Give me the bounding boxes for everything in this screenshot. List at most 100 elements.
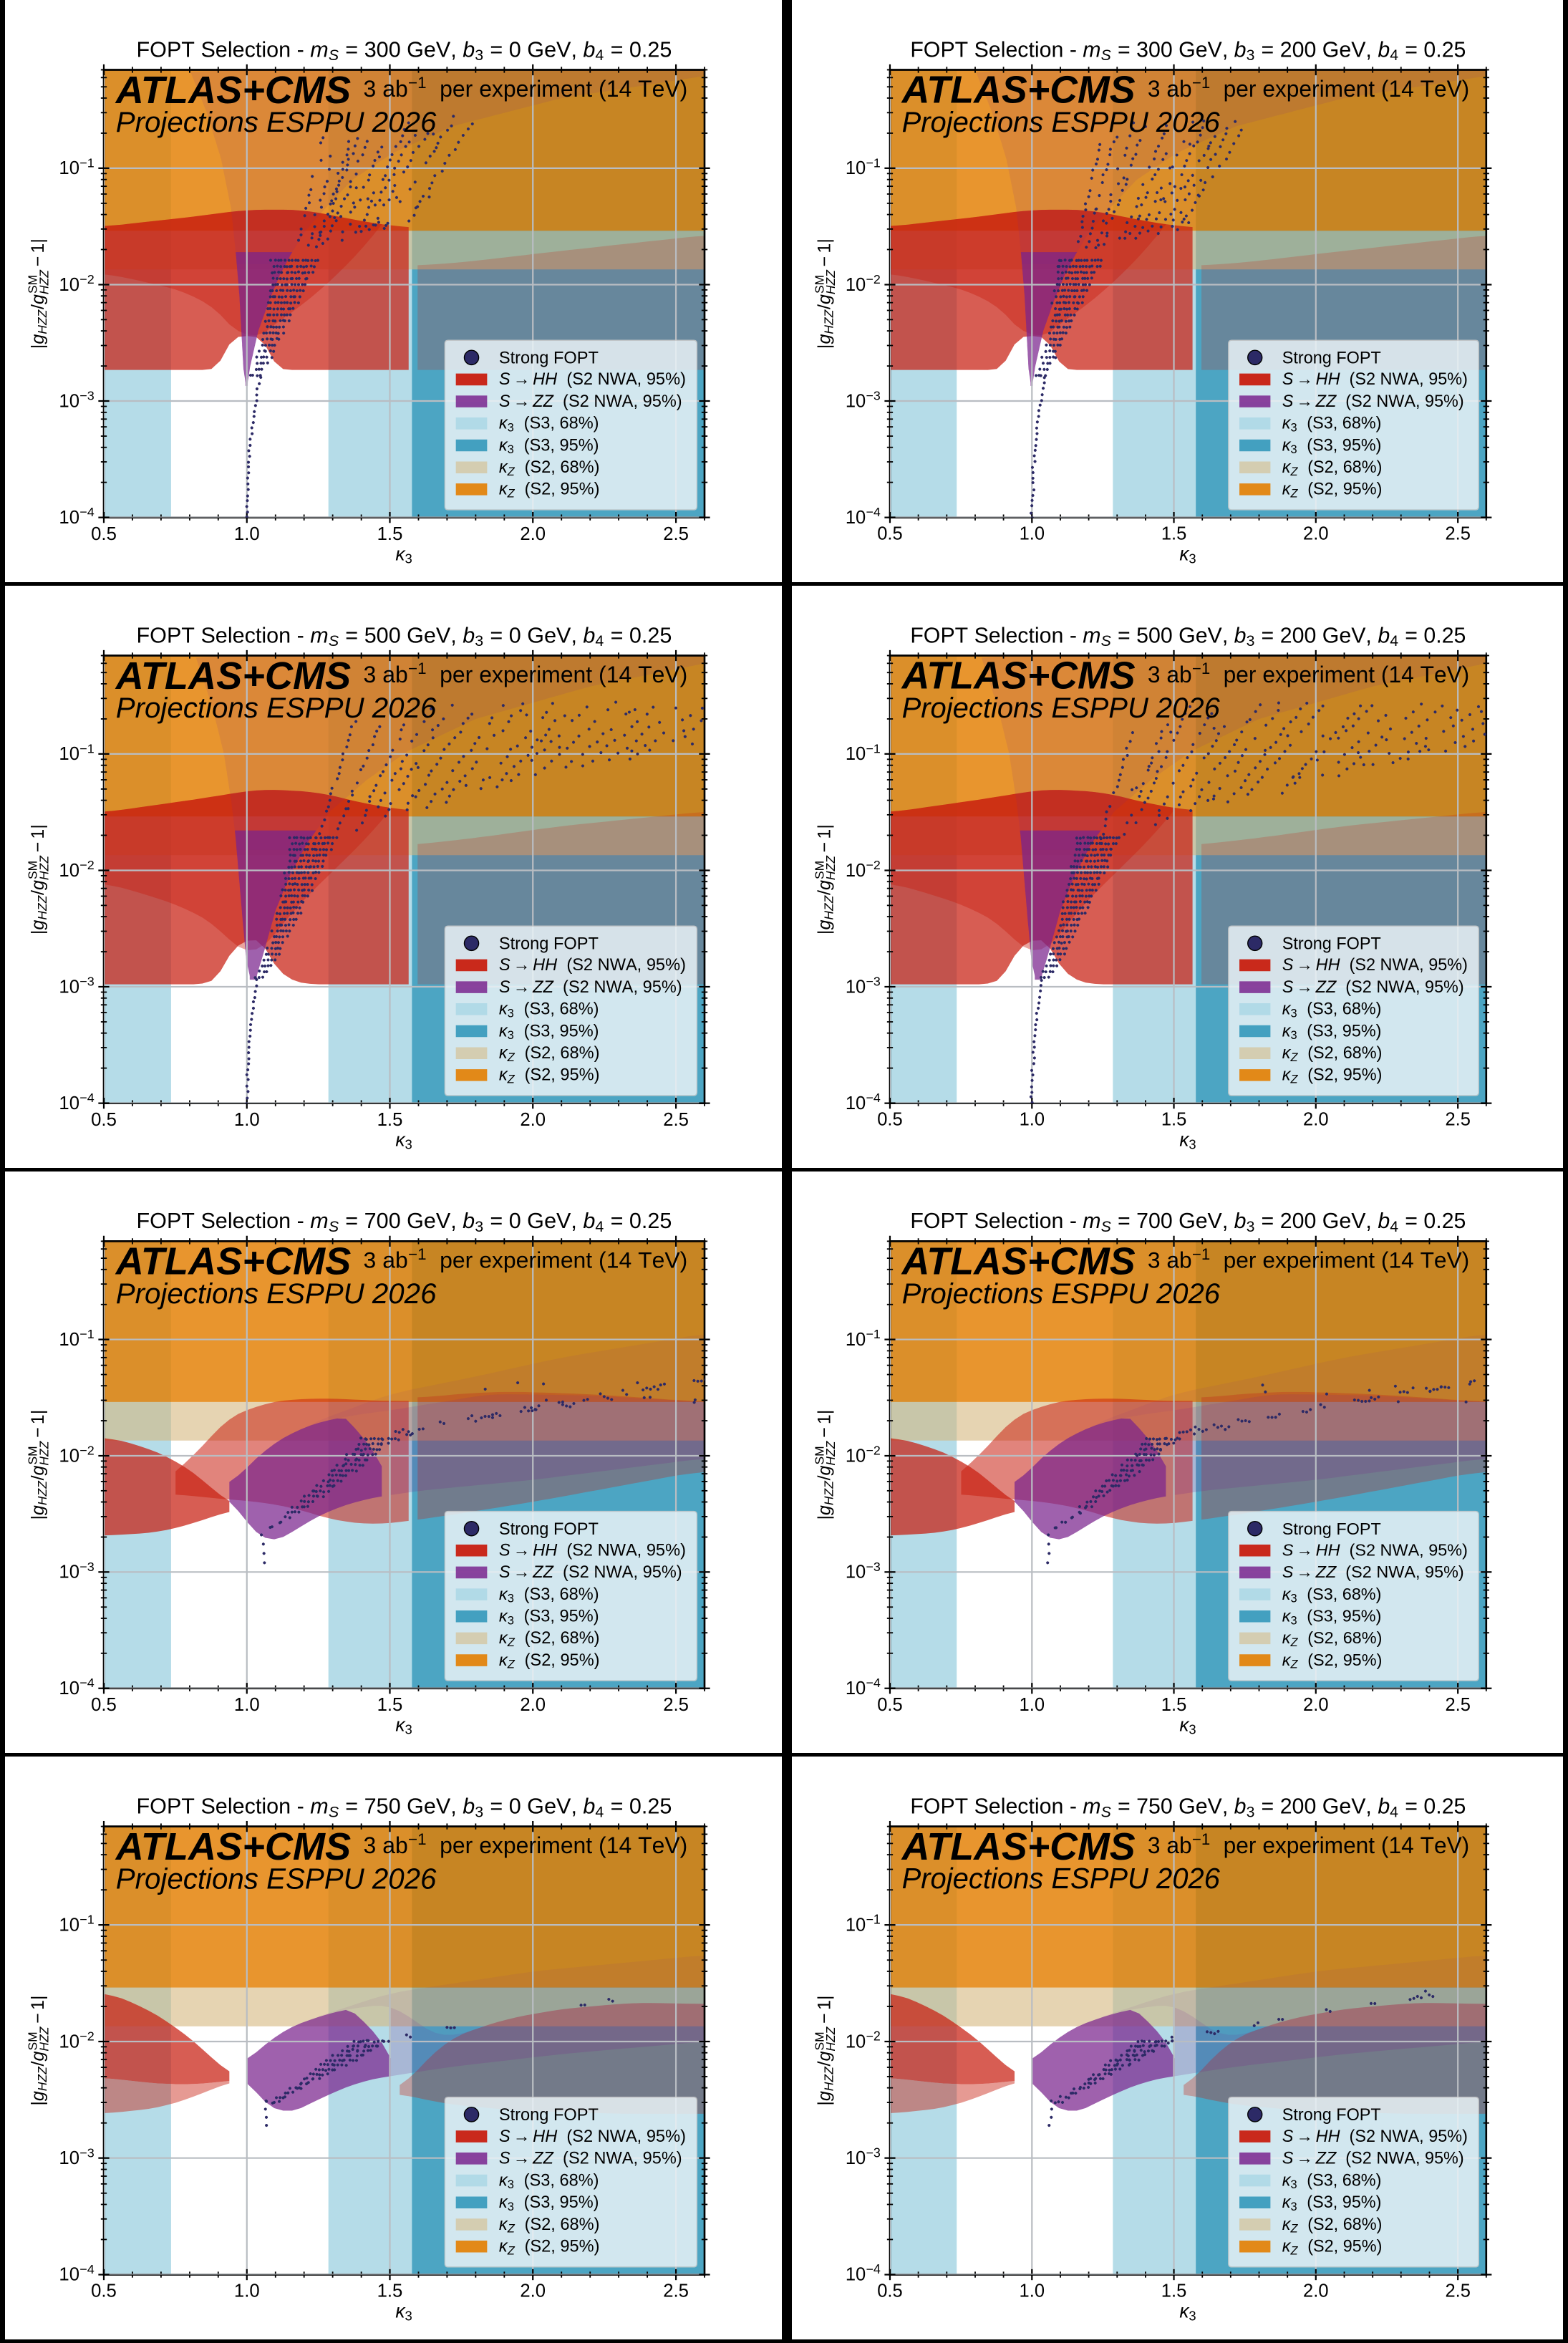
svg-text:10−1: 10−1	[59, 155, 94, 178]
svg-text:κ3(S3,95%): κ3 (S3, 95%)	[1282, 1021, 1382, 1042]
svg-text:0.5: 0.5	[877, 1695, 902, 1715]
svg-text:0.5: 0.5	[877, 1110, 902, 1130]
svg-text:κ3(S3,95%): κ3 (S3, 95%)	[499, 2193, 599, 2213]
svg-text:2.5: 2.5	[1445, 1695, 1470, 1715]
svg-text:κZ(S2,95%): κZ (S2, 95%)	[1282, 480, 1383, 501]
svg-text:|/−1|ggHZZHZZSM: |/−1|ggHZZHZZSM	[812, 1410, 838, 1520]
svg-text:2.0: 2.0	[1303, 1695, 1328, 1715]
svg-text:0.5: 0.5	[91, 524, 117, 544]
svg-text:10−1: 10−1	[846, 741, 881, 764]
svg-text:10−1: 10−1	[846, 1327, 881, 1350]
svg-text:2.5: 2.5	[1445, 524, 1470, 544]
svg-text:10−2: 10−2	[59, 272, 94, 295]
svg-text:κZ(S2,95%): κZ (S2, 95%)	[499, 480, 600, 501]
svg-text:Strong FOPT: Strong FOPT	[499, 935, 599, 954]
svg-text:10−3: 10−3	[59, 2145, 94, 2168]
svg-text:κ3: κ3	[395, 543, 412, 566]
svg-text:κZ(S2,95%): κZ (S2, 95%)	[1282, 2236, 1383, 2257]
svg-text:10−3: 10−3	[59, 389, 94, 412]
svg-text:|/−1|ggHZZHZZSM: |/−1|ggHZZHZZSM	[26, 1410, 52, 1520]
svg-text:1.0: 1.0	[234, 1695, 260, 1715]
svg-text:Strong FOPT: Strong FOPT	[1282, 348, 1381, 367]
svg-text:1.0: 1.0	[234, 2281, 260, 2301]
svg-text:κ3(S3,68%): κ3 (S3, 68%)	[1282, 1585, 1382, 1605]
svg-text:ATLAS+CMS: ATLAS+CMS	[115, 654, 351, 697]
svg-text:2.5: 2.5	[663, 1695, 689, 1715]
svg-text:|/−1|ggHZZHZZSM: |/−1|ggHZZHZZSM	[812, 824, 838, 934]
svg-text:2.5: 2.5	[663, 1110, 689, 1130]
svg-text:κ3(S3,68%): κ3 (S3, 68%)	[1282, 2170, 1382, 2191]
svg-text:κZ(S2,68%): κZ (S2, 68%)	[499, 1628, 600, 1649]
svg-text:κZ(S2,68%): κZ (S2, 68%)	[1282, 458, 1383, 478]
svg-text:2.0: 2.0	[520, 1110, 546, 1130]
svg-text:0.5: 0.5	[91, 1110, 117, 1130]
svg-text:10−2: 10−2	[846, 1444, 881, 1467]
svg-text:κZ(S2,95%): κZ (S2, 95%)	[1282, 1651, 1383, 1671]
svg-text:1.5: 1.5	[1161, 2281, 1186, 2301]
svg-text:κ3(S3,95%): κ3 (S3, 95%)	[499, 1607, 599, 1628]
svg-text:10−2: 10−2	[846, 858, 881, 881]
svg-text:1.5: 1.5	[1161, 1110, 1186, 1130]
svg-text:Strong FOPT: Strong FOPT	[499, 1520, 599, 1538]
svg-text:10−1: 10−1	[846, 155, 881, 178]
svg-text:10−3: 10−3	[59, 1560, 94, 1583]
svg-text:κ3(S3,95%): κ3 (S3, 95%)	[499, 436, 599, 456]
svg-text:1.0: 1.0	[1020, 2281, 1045, 2301]
svg-text:Projections ESPPU 2026: Projections ESPPU 2026	[902, 692, 1221, 724]
svg-text:κ3: κ3	[1179, 1129, 1196, 1151]
svg-text:1.5: 1.5	[377, 524, 403, 544]
svg-text:Strong FOPT: Strong FOPT	[1282, 934, 1381, 952]
svg-text:κZ(S2,68%): κZ (S2, 68%)	[1282, 2215, 1383, 2236]
svg-text:κZ(S2,68%): κZ (S2, 68%)	[499, 458, 600, 478]
svg-text:κ3(S3,95%): κ3 (S3, 95%)	[499, 1022, 599, 1042]
svg-text:10−2: 10−2	[59, 1444, 94, 1467]
svg-text:ATLAS+CMS: ATLAS+CMS	[901, 1825, 1136, 1868]
svg-text:Strong FOPT: Strong FOPT	[1282, 1520, 1381, 1538]
svg-text:10−4: 10−4	[59, 1091, 94, 1113]
svg-text:Projections ESPPU 2026: Projections ESPPU 2026	[902, 1863, 1221, 1895]
svg-text:2.0: 2.0	[1303, 2281, 1328, 2301]
svg-text:1.5: 1.5	[1161, 1695, 1186, 1715]
svg-text:κ3(S3,95%): κ3 (S3, 95%)	[1282, 435, 1382, 456]
svg-text:10−4: 10−4	[59, 1676, 94, 1699]
svg-text:κZ(S2,68%): κZ (S2, 68%)	[1282, 1043, 1383, 1064]
svg-text:Projections ESPPU 2026: Projections ESPPU 2026	[116, 1863, 437, 1895]
svg-text:ATLAS+CMS: ATLAS+CMS	[115, 1825, 351, 1868]
svg-text:κZ(S2,95%): κZ (S2, 95%)	[499, 1651, 600, 1671]
svg-text:2.0: 2.0	[520, 1695, 546, 1715]
svg-text:Strong FOPT: Strong FOPT	[499, 2106, 599, 2125]
svg-text:Strong FOPT: Strong FOPT	[1282, 2105, 1381, 2124]
svg-text:ATLAS+CMS: ATLAS+CMS	[901, 69, 1136, 112]
svg-text:10−3: 10−3	[846, 389, 881, 412]
svg-text:0.5: 0.5	[91, 1695, 117, 1715]
svg-text:Projections ESPPU 2026: Projections ESPPU 2026	[116, 1277, 437, 1310]
svg-text:10−3: 10−3	[846, 975, 881, 997]
svg-text:κ3(S3,95%): κ3 (S3, 95%)	[1282, 2193, 1382, 2213]
svg-text:Projections ESPPU 2026: Projections ESPPU 2026	[902, 1278, 1221, 1310]
svg-text:10−4: 10−4	[846, 2262, 881, 2285]
svg-text:κ3: κ3	[395, 2300, 412, 2323]
svg-text:10−3: 10−3	[59, 975, 94, 997]
svg-text:1.0: 1.0	[1020, 1695, 1045, 1715]
svg-text:|/−1|ggHZZHZZSM: |/−1|ggHZZHZZSM	[26, 1995, 52, 2105]
svg-text:2.0: 2.0	[520, 2281, 546, 2301]
svg-text:10−2: 10−2	[59, 858, 94, 881]
